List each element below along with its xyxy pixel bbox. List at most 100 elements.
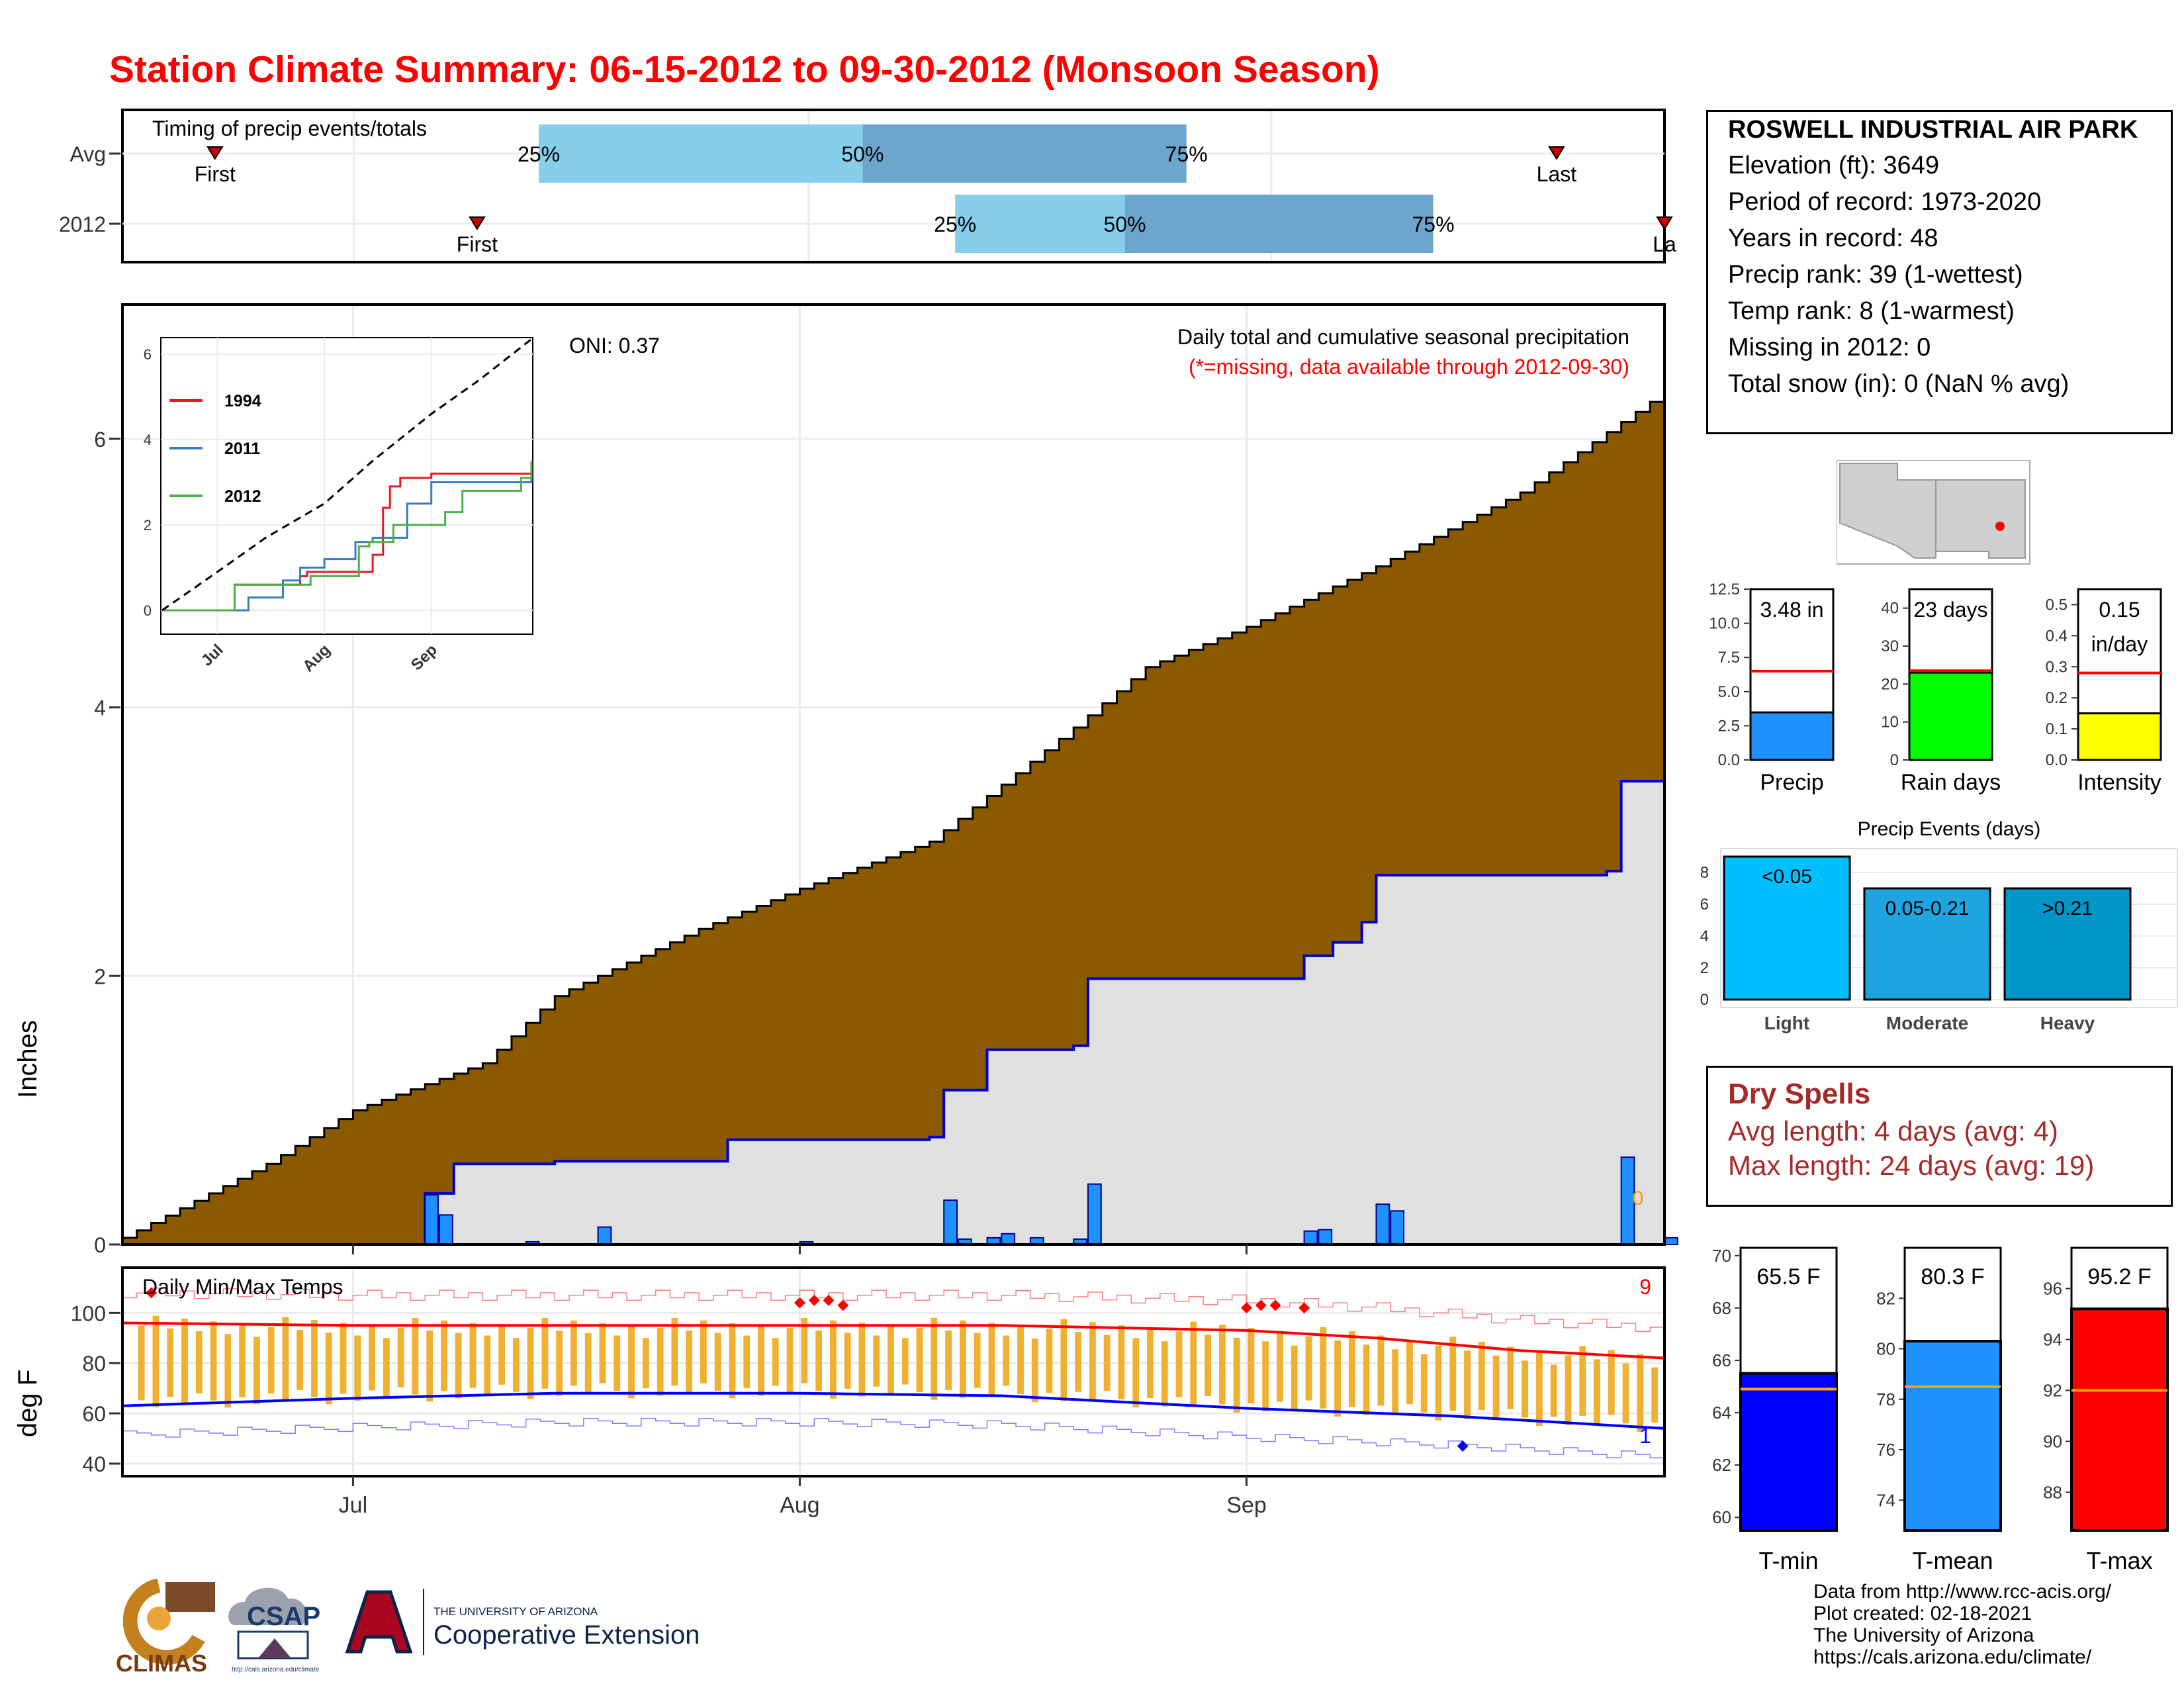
temps-ytick-label: 60 [82, 1402, 106, 1426]
metric-ytick-label: 0.5 [2046, 596, 2068, 614]
daily-temp-bar [1218, 1325, 1226, 1405]
temps-ytick-label: 80 [82, 1352, 106, 1376]
timing-p25-label: 25% [518, 142, 560, 166]
temps-ytick-label: 100 [71, 1301, 106, 1325]
temps-ylabel: deg F [13, 1370, 42, 1437]
metric-ytick-label: 40 [1881, 600, 1899, 618]
daily-temp-bar [1031, 1338, 1038, 1403]
daily-temp-bar [1190, 1321, 1197, 1406]
daily-temp-bar [1464, 1350, 1471, 1419]
metric-value-label: 0.15 [2099, 598, 2140, 622]
daily-temp-bar [1507, 1346, 1514, 1409]
station-info-row: Elevation (ft): 3649 [1728, 152, 1939, 179]
inset-frame [160, 337, 533, 635]
daily-temp-bar [1622, 1363, 1629, 1424]
tbar-ytick-label: 74 [1876, 1490, 1895, 1510]
daily-temp-bar [786, 1328, 794, 1393]
timing-p50-label: 50% [1103, 212, 1146, 236]
temps-frame [121, 1266, 1666, 1477]
daily-temp-bar [974, 1333, 981, 1388]
daily-temp-bar [1003, 1335, 1010, 1386]
tbar-value-label: 80.3 F [1921, 1264, 1984, 1289]
daily-temp-bar [1449, 1336, 1457, 1411]
daily-temp-bar [729, 1323, 736, 1399]
daily-temp-bar [1637, 1354, 1644, 1432]
daily-temp-bar [1046, 1329, 1053, 1393]
daily-temp-bar [858, 1323, 866, 1397]
record-low-count: 1 [1639, 1424, 1651, 1448]
precip-ytick-label: 4 [94, 696, 106, 720]
timing-p75-label: 75% [1165, 142, 1208, 166]
daily-temp-bar [1377, 1335, 1385, 1406]
daily-temp-bar [340, 1323, 347, 1394]
metric-ytick-label: 30 [1881, 637, 1899, 655]
daily-temp-bar [152, 1315, 159, 1408]
daily-temp-bar [959, 1320, 966, 1398]
svg-text:Cooperative Extension: Cooperative Extension [433, 1620, 700, 1650]
daily-temp-bar [599, 1323, 606, 1383]
inset-avg-line [161, 338, 532, 612]
svg-text:THE UNIVERSITY OF ARIZONA: THE UNIVERSITY OF ARIZONA [433, 1605, 598, 1618]
daily-temp-bar [239, 1324, 246, 1397]
metric-ytick-label: 0.0 [2046, 751, 2068, 769]
tbar-ytick-label: 88 [2043, 1482, 2062, 1502]
daily-temp-bar [887, 1325, 894, 1395]
daily-precip-bar [1303, 1230, 1318, 1245]
timing-row-label: Avg [69, 142, 106, 166]
metric-ytick-label: 12.5 [1709, 581, 1740, 598]
daily-temp-bar [1205, 1335, 1211, 1397]
page-title: Station Climate Summary: 06-15-2012 to 0… [109, 48, 1380, 91]
events-ytick-label: 0 [1700, 991, 1709, 1009]
daily-temp-bar [657, 1328, 664, 1396]
daily-temp-bar [1435, 1345, 1442, 1421]
tbar-ytick-label: 62 [1712, 1455, 1731, 1475]
daily-temp-bar [642, 1338, 649, 1389]
inset-ytick-label: 0 [144, 602, 152, 619]
station-marker [1995, 522, 2005, 531]
daily-temp-bar [354, 1335, 361, 1401]
station-info-box: ROSWELL INDUSTRIAL AIR PARK Elevation (f… [1706, 110, 2173, 434]
tbar-ytick-label: 82 [1876, 1288, 1895, 1308]
metric-ytick-label: 2.5 [1718, 717, 1740, 735]
credit-line: https://cals.arizona.edu/climate/ [1813, 1646, 2092, 1668]
tbar-bar [1903, 1340, 2002, 1532]
svg-text:CSAP: CSAP [247, 1602, 320, 1631]
metric-ytick-label: 0 [1890, 751, 1899, 769]
tbar-category-label: T-mean [1912, 1547, 1993, 1574]
station-info-row: Period of record: 1973-2020 [1728, 188, 2042, 216]
daily-precip-bar [1318, 1229, 1333, 1245]
record-low-line [122, 1417, 1665, 1462]
timing-first-marker [206, 146, 224, 160]
events-ytick-label: 8 [1700, 864, 1709, 882]
timing-row-label: 2012 [59, 212, 106, 236]
tbar-ytick-label: 64 [1712, 1403, 1731, 1423]
event-bar-label: >0.21 [2042, 898, 2093, 919]
daily-temp-bar [1089, 1322, 1096, 1401]
daily-temp-bar [945, 1330, 952, 1390]
events-ytick-label: 2 [1700, 959, 1709, 977]
credit-line: Data from http://www.rcc-acis.org/ [1813, 1581, 2112, 1603]
tbar-bar [2070, 1307, 2169, 1532]
timing-first-label: First [457, 232, 498, 256]
daily-temp-bar [714, 1333, 721, 1391]
daily-precip-bar [597, 1226, 612, 1245]
station-name: ROSWELL INDUSTRIAL AIR PARK [1728, 116, 2138, 144]
daily-temp-bar [830, 1320, 837, 1399]
avg-tmin-line [122, 1391, 1665, 1430]
event-category-label: Heavy [2040, 1013, 2095, 1033]
metric-ytick-label: 0.3 [2046, 658, 2068, 676]
metric-bar [1908, 671, 1993, 761]
daily-temp-bar [224, 1334, 232, 1408]
timing-p50-label: 50% [841, 142, 884, 166]
precip-frame [121, 303, 1666, 1246]
daily-temp-bar [469, 1323, 477, 1388]
event-category-label: Light [1764, 1013, 1809, 1033]
metric-category-label: Intensity [2077, 770, 2161, 795]
daily-temp-bar [282, 1317, 289, 1401]
event-bar [1723, 855, 1851, 1001]
daily-temp-bar [1118, 1325, 1125, 1399]
daily-temp-bar [498, 1325, 505, 1385]
logos: CLIMAS CSAP http://cals.arizona.edu/clim… [116, 1579, 700, 1677]
daily-temp-bar [369, 1325, 375, 1391]
daily-temp-bar [556, 1330, 563, 1396]
